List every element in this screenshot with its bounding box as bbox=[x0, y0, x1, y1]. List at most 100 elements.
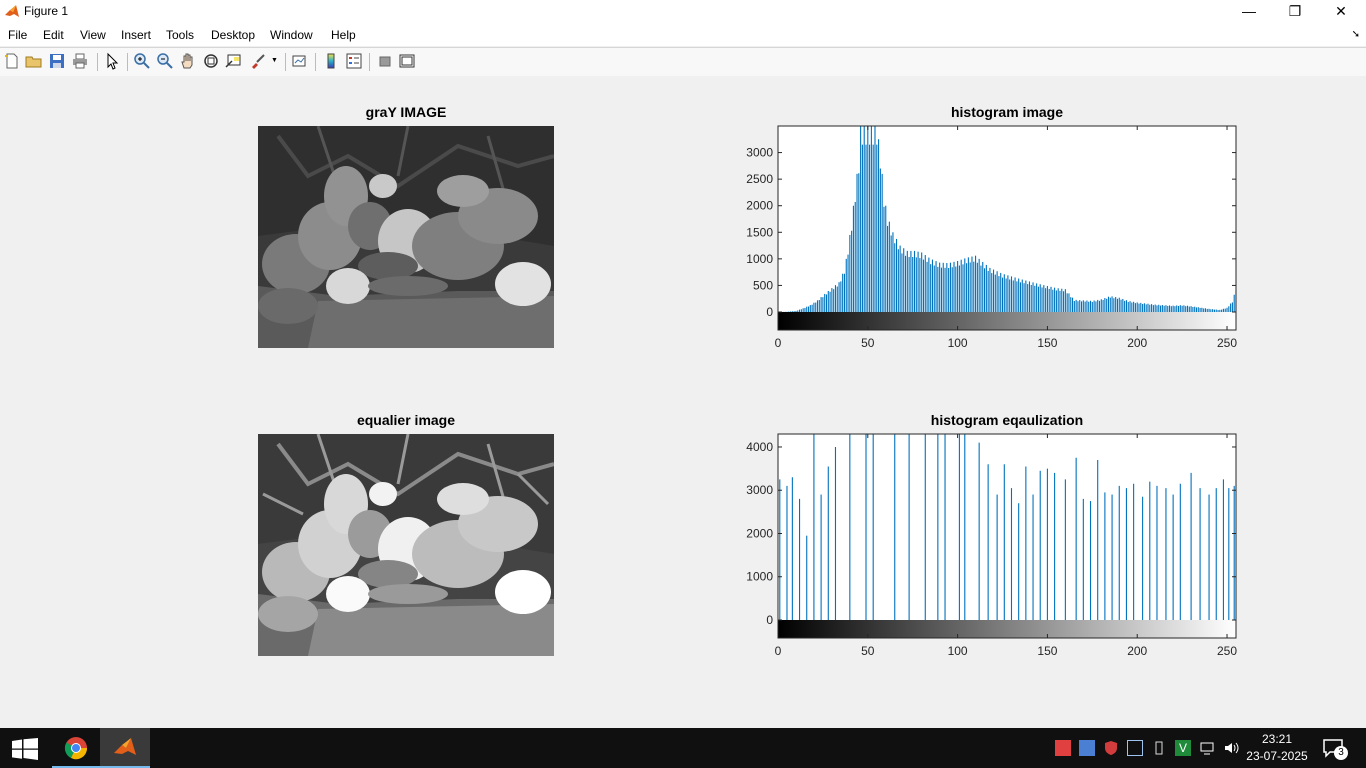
shield-tray-icon[interactable] bbox=[1103, 740, 1119, 756]
taskbar-matlab[interactable] bbox=[100, 728, 150, 768]
data-cursor-icon[interactable] bbox=[225, 52, 243, 70]
histogram-title: histogram image bbox=[950, 104, 1064, 120]
y-tick-label: 3000 bbox=[746, 146, 773, 160]
toolbar-separator bbox=[369, 53, 370, 71]
gray-colorbar bbox=[778, 312, 1236, 330]
toolbar-separator bbox=[315, 53, 316, 71]
equalized-image-title: equalier image bbox=[356, 412, 456, 428]
histogram-eq-title: histogram eqaulization bbox=[930, 412, 1084, 428]
menu-help[interactable]: Help bbox=[331, 28, 356, 42]
figure-canvas: graY IMAGE equalier image bbox=[0, 76, 1366, 728]
link-plot-icon[interactable] bbox=[291, 52, 309, 70]
minimize-icon: — bbox=[1242, 3, 1256, 19]
x-tick-label: 150 bbox=[1037, 644, 1057, 658]
gray-peppers-image bbox=[258, 126, 554, 348]
display-tray-icon[interactable] bbox=[1127, 740, 1143, 756]
menu-insert[interactable]: Insert bbox=[121, 28, 152, 42]
y-tick-label: 1000 bbox=[746, 570, 773, 584]
x-tick-label: 200 bbox=[1127, 644, 1147, 658]
menu-file[interactable]: File bbox=[8, 28, 28, 42]
hide-plot-tools-icon[interactable] bbox=[376, 52, 394, 70]
chevron-down-icon[interactable]: ▼ bbox=[271, 57, 278, 64]
print-icon[interactable] bbox=[71, 52, 89, 70]
dock-figure-icon[interactable]: ➘ bbox=[1351, 29, 1360, 40]
x-tick-label: 100 bbox=[948, 644, 968, 658]
plot-area bbox=[778, 434, 1236, 620]
figure-toolbar: ▼ bbox=[0, 47, 1366, 77]
close-button[interactable]: ✕ bbox=[1318, 0, 1364, 24]
menu-bar: File Edit View Insert Tools Desktop Wind… bbox=[0, 24, 1366, 46]
vpn-tray-icon[interactable]: V bbox=[1175, 740, 1191, 756]
menu-desktop[interactable]: Desktop bbox=[211, 28, 256, 42]
bars-group bbox=[779, 434, 1235, 620]
open-file-icon[interactable] bbox=[25, 52, 43, 70]
y-tick-label: 3000 bbox=[746, 483, 773, 497]
user-tray-icon[interactable] bbox=[1079, 740, 1095, 756]
taskbar-chrome[interactable] bbox=[52, 728, 100, 768]
colorbar-icon[interactable] bbox=[322, 52, 340, 70]
x-tick-label: 250 bbox=[1217, 336, 1237, 350]
equalized-peppers-image bbox=[258, 434, 554, 656]
x-tick-label: 50 bbox=[861, 644, 875, 658]
x-tick-label: 0 bbox=[775, 644, 782, 658]
close-icon: ✕ bbox=[1335, 3, 1347, 19]
y-tick-label: 4000 bbox=[746, 440, 773, 454]
anydesk-tray-icon[interactable] bbox=[1055, 740, 1071, 756]
matlab-icon bbox=[114, 738, 136, 755]
y-tick-label: 2500 bbox=[746, 172, 773, 186]
toolbar-separator bbox=[127, 53, 128, 71]
x-tick-label: 0 bbox=[775, 336, 782, 350]
histogram-chart: 0 500 1000 1500 2000 2500 3000 0 50 100 150 200 250 bbox=[746, 125, 1237, 350]
new-figure-icon[interactable] bbox=[3, 52, 21, 70]
histogram-eq-chart: 0 1000 2000 3000 4000 0 50 100 150 200 250 bbox=[746, 433, 1237, 658]
menu-tools[interactable]: Tools bbox=[166, 28, 195, 42]
x-tick-label: 200 bbox=[1127, 336, 1147, 350]
menu-edit[interactable]: Edit bbox=[43, 28, 64, 42]
y-tick-label: 1000 bbox=[746, 252, 773, 266]
rotate-3d-icon[interactable] bbox=[202, 52, 220, 70]
notification-center-button[interactable]: 3 bbox=[1322, 738, 1348, 760]
minimize-button[interactable]: — bbox=[1226, 0, 1272, 24]
zoom-out-icon[interactable] bbox=[156, 52, 174, 70]
usb-tray-icon[interactable] bbox=[1151, 740, 1167, 756]
windows-start-icon[interactable] bbox=[12, 738, 38, 760]
network-icon[interactable] bbox=[1199, 740, 1215, 756]
clock-date[interactable]: 23-07-2025 bbox=[1246, 749, 1308, 763]
restore-icon: ❐ bbox=[1288, 3, 1302, 19]
y-tick-label: 2000 bbox=[746, 199, 773, 213]
maximize-button[interactable]: ❐ bbox=[1272, 0, 1318, 24]
save-icon[interactable] bbox=[48, 52, 66, 70]
matlab-app-icon bbox=[5, 5, 19, 17]
zoom-in-icon[interactable] bbox=[133, 52, 151, 70]
x-tick-label: 100 bbox=[948, 336, 968, 350]
y-tick-label: 2000 bbox=[746, 526, 773, 540]
notification-badge: 3 bbox=[1334, 746, 1348, 760]
taskbar: V 23:21 23-07-2025 3 bbox=[0, 728, 1366, 768]
volume-icon[interactable] bbox=[1223, 740, 1239, 756]
gray-colorbar bbox=[778, 620, 1236, 638]
x-tick-label: 50 bbox=[861, 336, 875, 350]
toolbar-separator bbox=[97, 53, 98, 71]
gray-image-title: graY IMAGE bbox=[365, 104, 447, 120]
y-tick-label: 0 bbox=[766, 305, 773, 319]
pan-icon[interactable] bbox=[179, 52, 197, 70]
brush-icon[interactable] bbox=[249, 52, 267, 70]
axes-box bbox=[777, 125, 1237, 331]
title-bar: Figure 1 — ❐ ✕ bbox=[0, 0, 1366, 24]
y-tick-label: 500 bbox=[753, 278, 773, 292]
notification-icon bbox=[1323, 739, 1343, 758]
axes-box bbox=[777, 433, 1237, 639]
show-plot-tools-icon[interactable] bbox=[398, 52, 416, 70]
chrome-icon bbox=[64, 737, 88, 760]
pointer-icon[interactable] bbox=[103, 52, 121, 70]
menu-view[interactable]: View bbox=[80, 28, 106, 42]
plot-area bbox=[778, 126, 1236, 312]
menu-window[interactable]: Window bbox=[270, 28, 313, 42]
y-tick-label: 0 bbox=[766, 613, 773, 627]
window-title: Figure 1 bbox=[24, 4, 69, 18]
clock-time[interactable]: 23:21 bbox=[1261, 732, 1293, 746]
bars-group bbox=[779, 126, 1236, 312]
x-tick-label: 250 bbox=[1217, 644, 1237, 658]
legend-icon[interactable] bbox=[345, 52, 363, 70]
x-tick-label: 150 bbox=[1037, 336, 1057, 350]
